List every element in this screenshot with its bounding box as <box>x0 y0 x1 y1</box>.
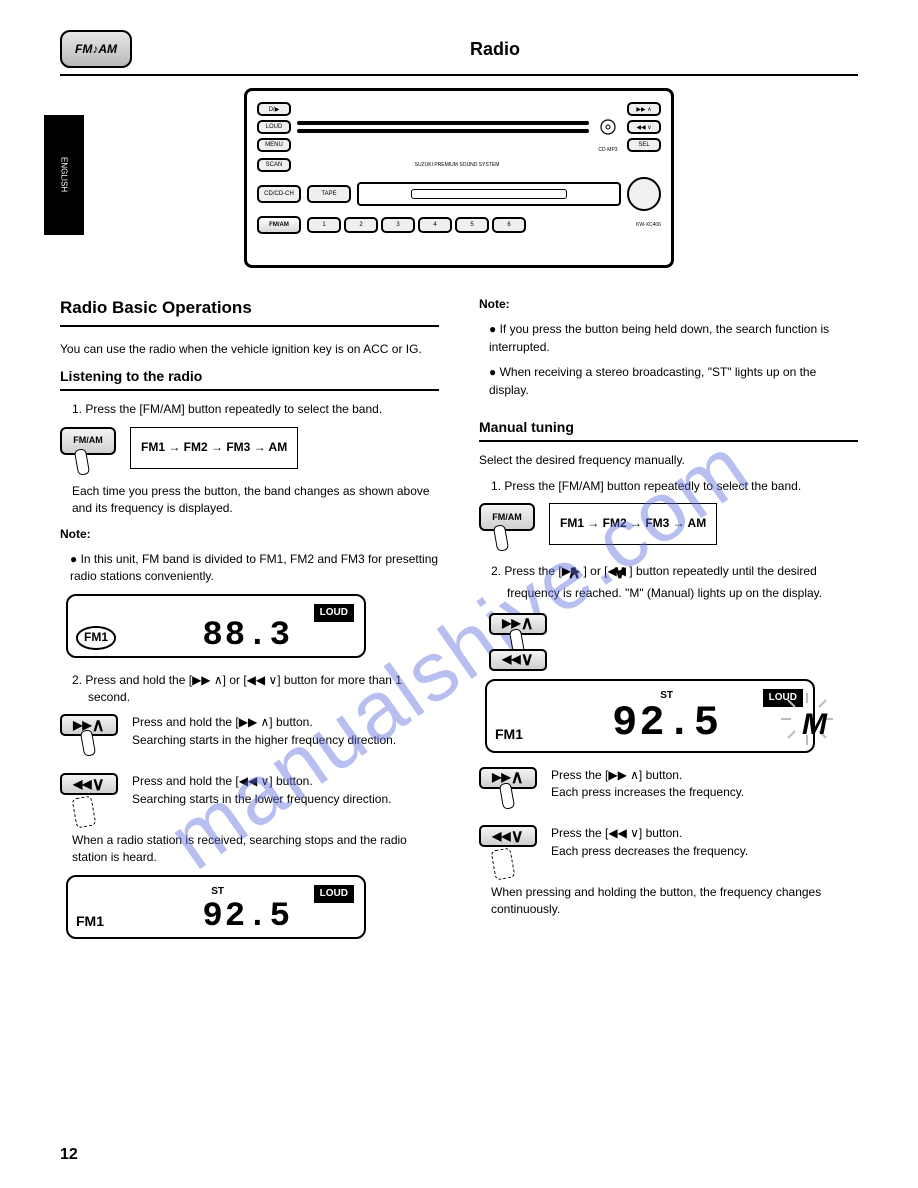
tune-up-button-icon: ▶▶ ∧ <box>489 613 547 635</box>
fmam-button-label: FM/AM <box>492 511 522 524</box>
band-cycle-box: FM1 → FM2 → FM3 → AM <box>549 503 717 545</box>
step2-text: 2. Press and hold the [▶▶ ∧] or [◀◀ ∨] b… <box>60 672 439 707</box>
manual-intro: Select the desired frequency manually. <box>479 452 858 469</box>
band-cycle-text: FM1 → FM2 → FM3 → AM <box>560 515 706 532</box>
lcd-freq: 92.5 <box>202 893 292 942</box>
preset-3: 3 <box>381 217 415 233</box>
head-unit-illustration: D/▶ LOUD MENU CD·MP3 ▶▶ ∧ ◀◀ <box>60 88 858 268</box>
note-label-r: Note: <box>479 297 510 311</box>
fmam-badge: FM♪AM <box>60 30 132 68</box>
finger-icon <box>72 449 92 479</box>
band-cycle-text: FM1 → FM2 → FM3 → AM <box>141 439 287 456</box>
preset-row: 1 2 3 4 5 6 <box>307 217 526 233</box>
unit-btn-dplay: D/▶ <box>257 102 291 116</box>
finger-icon <box>497 783 517 813</box>
tune-up-button-icon: ▶▶ ∧ <box>60 714 118 736</box>
tune-dn-block-r: ◀◀ ∨ Press the [◀◀ ∨] button. Each press… <box>479 825 858 860</box>
note-body: ● In this unit, FM band is divided to FM… <box>60 551 439 586</box>
step1-r: 1. Press the [FM/AM] button repeatedly t… <box>479 478 858 495</box>
unit-brand-label: SUZUKI PREMIUM SOUND SYSTEM <box>297 162 617 168</box>
step2-r: 2. Press the [▶▶ ∧] or [◀◀ ∨] button rep… <box>479 559 858 602</box>
preset-4: 4 <box>418 217 452 233</box>
tape-slot <box>357 182 621 206</box>
preset-6: 6 <box>492 217 526 233</box>
step1-cont: Each time you press the button, the band… <box>60 483 439 518</box>
fmam-badge-text: FM♪AM <box>75 42 117 56</box>
unit-btn-cdch: CD/CD-CH <box>257 185 301 203</box>
lcd-freq: 92.5 <box>612 693 721 754</box>
tune-dn-desc-r: Press the [◀◀ ∨] button. Each press decr… <box>551 825 858 860</box>
section-heading: Radio Basic Operations <box>60 296 439 327</box>
model-label: KW-XC406 <box>532 222 661 228</box>
unit-btn-fmam: FM/AM <box>257 216 301 234</box>
fmam-button-illustration: FM/AM <box>479 503 535 531</box>
unit-btn-menu: MENU <box>257 138 291 152</box>
unit-btn-ffdn: ◀◀ ∨ <box>627 120 661 134</box>
lcd-band: FM1 <box>76 911 104 931</box>
step1-text: 1. Press the [FM/AM] button repeatedly t… <box>60 401 439 418</box>
tune-dn-button-icon: ◀◀ ∨ <box>479 825 537 847</box>
finger-icon <box>78 730 98 760</box>
intro-text: You can use the radio when the vehicle i… <box>60 341 439 358</box>
left-column: Radio Basic Operations You can use the r… <box>60 296 439 953</box>
unit-btn-loud: LOUD <box>257 120 291 134</box>
cd-slot <box>297 121 589 125</box>
page-number: 12 <box>60 1146 78 1164</box>
note-label: Note: <box>60 527 91 541</box>
unit-btn-tape: TAPE <box>307 185 351 203</box>
page-header: FM♪AM Radio <box>60 30 858 76</box>
cd-logo-text: CD·MP3 <box>598 147 617 153</box>
hold-note: When pressing and holding the button, th… <box>479 884 858 919</box>
page-title: Radio <box>132 39 858 60</box>
chevron-down-icon: ∨ <box>92 771 105 797</box>
sub-heading-listen: Listening to the radio <box>60 366 439 391</box>
lcd-loud-indicator: LOUD <box>314 604 354 623</box>
unit-btn-scan: SCAN <box>257 158 291 172</box>
fmam-button-label: FM/AM <box>73 434 103 447</box>
note1-r: ● If you press the button being held dow… <box>479 321 858 356</box>
step2-cont: When a radio station is received, search… <box>60 832 439 867</box>
note2-r: ● When receiving a stereo broadcasting, … <box>479 364 858 399</box>
tune-dn-button-icon: ◀◀ ∨ <box>60 773 118 795</box>
chevron-down-icon: ∨ <box>521 646 534 672</box>
chevron-down-icon: ∨ <box>511 823 524 849</box>
band-cycle-diagram-r: FM/AM FM1 → FM2 → FM3 → AM <box>479 503 858 545</box>
tune-up-button-icon: ▶▶ ∧ <box>479 767 537 789</box>
tune-up-block: ▶▶ ∧ Press and hold the [▶▶ ∧] button. S… <box>60 714 439 749</box>
unit-btn-sel: SEL <box>627 138 661 152</box>
tune-up-block-r: ▶▶ ∧ Press the [▶▶ ∧] button. Each press… <box>479 767 858 802</box>
lcd-display-2: LOUD ST 92.5 FM1 <box>66 875 366 939</box>
preset-5: 5 <box>455 217 489 233</box>
tune-dn-desc: Press and hold the [◀◀ ∨] button. Search… <box>132 773 439 808</box>
finger-icon <box>491 525 511 555</box>
preset-2: 2 <box>344 217 378 233</box>
preset-1: 1 <box>307 217 341 233</box>
tune-up-desc-r: Press the [▶▶ ∧] button. Each press incr… <box>551 767 858 802</box>
lcd-m-indicator: M <box>802 703 827 747</box>
cd-logo <box>595 117 621 143</box>
tune-dn-block: ◀◀ ∨ Press and hold the [◀◀ ∨] button. S… <box>60 773 439 808</box>
fmam-button-illustration: FM/AM <box>60 427 116 455</box>
tune-up-desc: Press and hold the [▶▶ ∧] button. Search… <box>132 714 439 749</box>
lcd-band-text: FM1 <box>76 626 116 649</box>
unit-lcd <box>297 129 589 133</box>
lcd-loud-indicator: LOUD <box>314 885 354 904</box>
right-column: Note: ● If you press the button being he… <box>479 296 858 953</box>
language-tab: ENGLISH <box>44 115 84 235</box>
lcd-display-1: LOUD 88.3 FM1 <box>66 594 366 658</box>
band-cycle-box: FM1 → FM2 → FM3 → AM <box>130 427 298 469</box>
lcd-display-manual: LOUD ST 92.5 FM1 M <box>485 679 815 753</box>
band-cycle-diagram: FM/AM FM1 → FM2 → FM3 → AM <box>60 427 439 469</box>
sub-heading-manual: Manual tuning <box>479 417 858 442</box>
lcd-freq: 88.3 <box>202 612 292 661</box>
lcd-band: FM1 <box>76 626 116 649</box>
unit-btn-ffup: ▶▶ ∧ <box>627 102 661 116</box>
lcd-band: FM1 <box>495 724 523 744</box>
volume-knob <box>627 177 661 211</box>
tune-dn-button-icon: ◀◀ ∨ <box>489 649 547 671</box>
